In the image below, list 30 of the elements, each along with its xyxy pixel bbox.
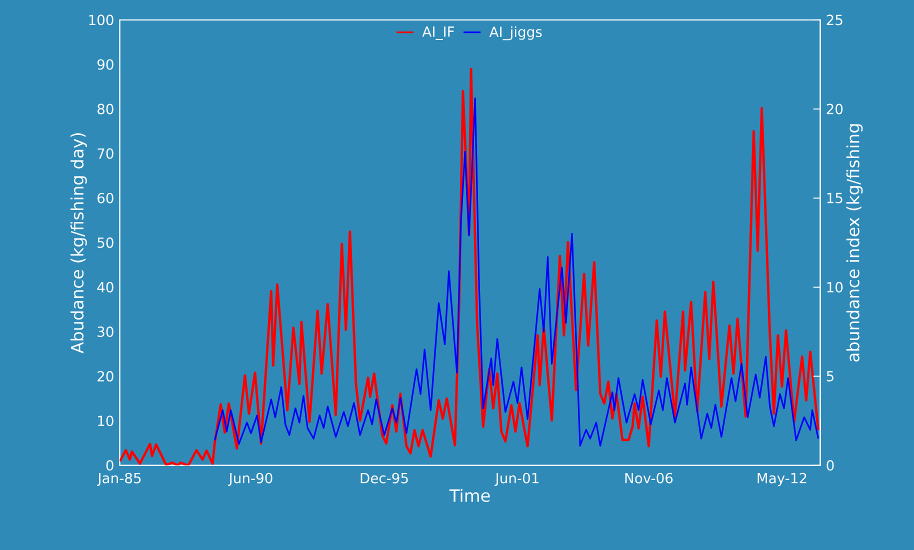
y-tick-label: 100 xyxy=(89,14,114,26)
y-tick-label: 50 xyxy=(98,237,114,248)
y-tick-label: 40 xyxy=(97,282,114,292)
x-tick-label: Jan-85 xyxy=(96,472,141,486)
x-tick-label: May-12 xyxy=(758,472,806,486)
y-tick-label: 90 xyxy=(97,59,114,70)
line-series xyxy=(120,68,820,466)
y2-tick-label: 5 xyxy=(826,371,834,382)
x-tick-label: Nov-06 xyxy=(625,472,673,484)
y2-axis-title: abundance index (kg/fishing xyxy=(846,124,863,362)
legend-label: AI_IF xyxy=(422,26,454,40)
y-tick-label: 0 xyxy=(106,460,114,471)
x-tick-label: Dec-95 xyxy=(360,472,408,484)
y2-tick-label: 25 xyxy=(826,14,842,26)
y2-tick-label: 15 xyxy=(827,192,842,204)
legend-label: AI_jiggs xyxy=(489,26,542,40)
y-tick-label: 30 xyxy=(98,326,114,337)
y-tick-label: 10 xyxy=(98,416,114,426)
y2-tick-label: 20 xyxy=(826,104,843,114)
y-axis-title: Abudance (kg/fishing day) xyxy=(70,133,87,354)
y-tick-label: 70 xyxy=(98,148,114,159)
y-tick-label: 80 xyxy=(98,104,114,114)
y2-tick-label: 0 xyxy=(826,460,834,471)
x-axis-title: Time xyxy=(449,488,490,502)
line-series xyxy=(214,98,820,447)
y-tick-label: 20 xyxy=(98,370,114,382)
x-tick-label: Jun-01 xyxy=(494,472,538,486)
x-tick-label: Jun-90 xyxy=(228,472,272,486)
y2-tick-label: 10 xyxy=(827,282,843,292)
y-tick-label: 60 xyxy=(98,192,114,204)
